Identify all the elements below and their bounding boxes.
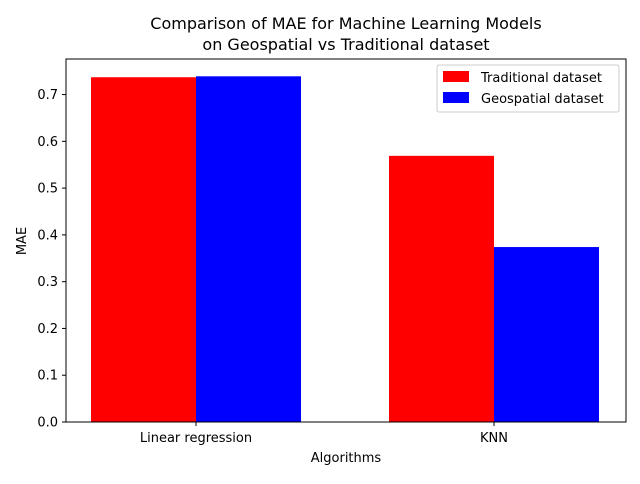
legend: Traditional dataset Geospatial dataset: [436, 64, 620, 113]
plot-frame: [65, 58, 627, 423]
y-axis-ticks: 0.0 0.1 0.2 0.3 0.4 0.5 0.6 0.7: [37, 88, 66, 431]
legend-swatch-traditional: [443, 71, 469, 82]
bar-traditional-dataset-knn: [389, 155, 494, 423]
chart-title: Comparison of MAE for Machine Learning M…: [150, 14, 541, 33]
legend-swatch-geospatial: [443, 92, 469, 103]
bar-geospatial-dataset-linear-regression: [196, 76, 301, 423]
legend-label-traditional: Traditional dataset: [480, 71, 602, 86]
bars-layer: [91, 76, 599, 423]
bar-geospatial-dataset-knn: [494, 247, 599, 422]
bar-traditional-dataset-linear-regression: [91, 77, 196, 422]
y-tick-label: 0.0: [37, 416, 58, 431]
chart-subtitle: on Geospatial vs Traditional dataset: [202, 35, 489, 54]
y-tick-label: 0.4: [37, 228, 58, 243]
legend-label-geospatial: Geospatial dataset: [481, 92, 604, 107]
y-axis-label: MAE: [15, 227, 30, 255]
y-tick-label: 0.2: [37, 322, 58, 337]
x-tick-label: KNN: [480, 431, 508, 446]
legend-box: [436, 64, 620, 113]
y-tick-label: 0.3: [37, 275, 58, 290]
y-tick-label: 0.1: [37, 369, 58, 384]
y-tick-label: 0.7: [37, 88, 58, 103]
y-tick-label: 0.6: [37, 135, 58, 150]
y-tick-label: 0.5: [37, 182, 58, 197]
x-axis-ticks: Linear regression KNN: [140, 422, 508, 446]
x-axis-label: Algorithms: [311, 451, 382, 466]
x-tick-label: Linear regression: [140, 431, 252, 446]
